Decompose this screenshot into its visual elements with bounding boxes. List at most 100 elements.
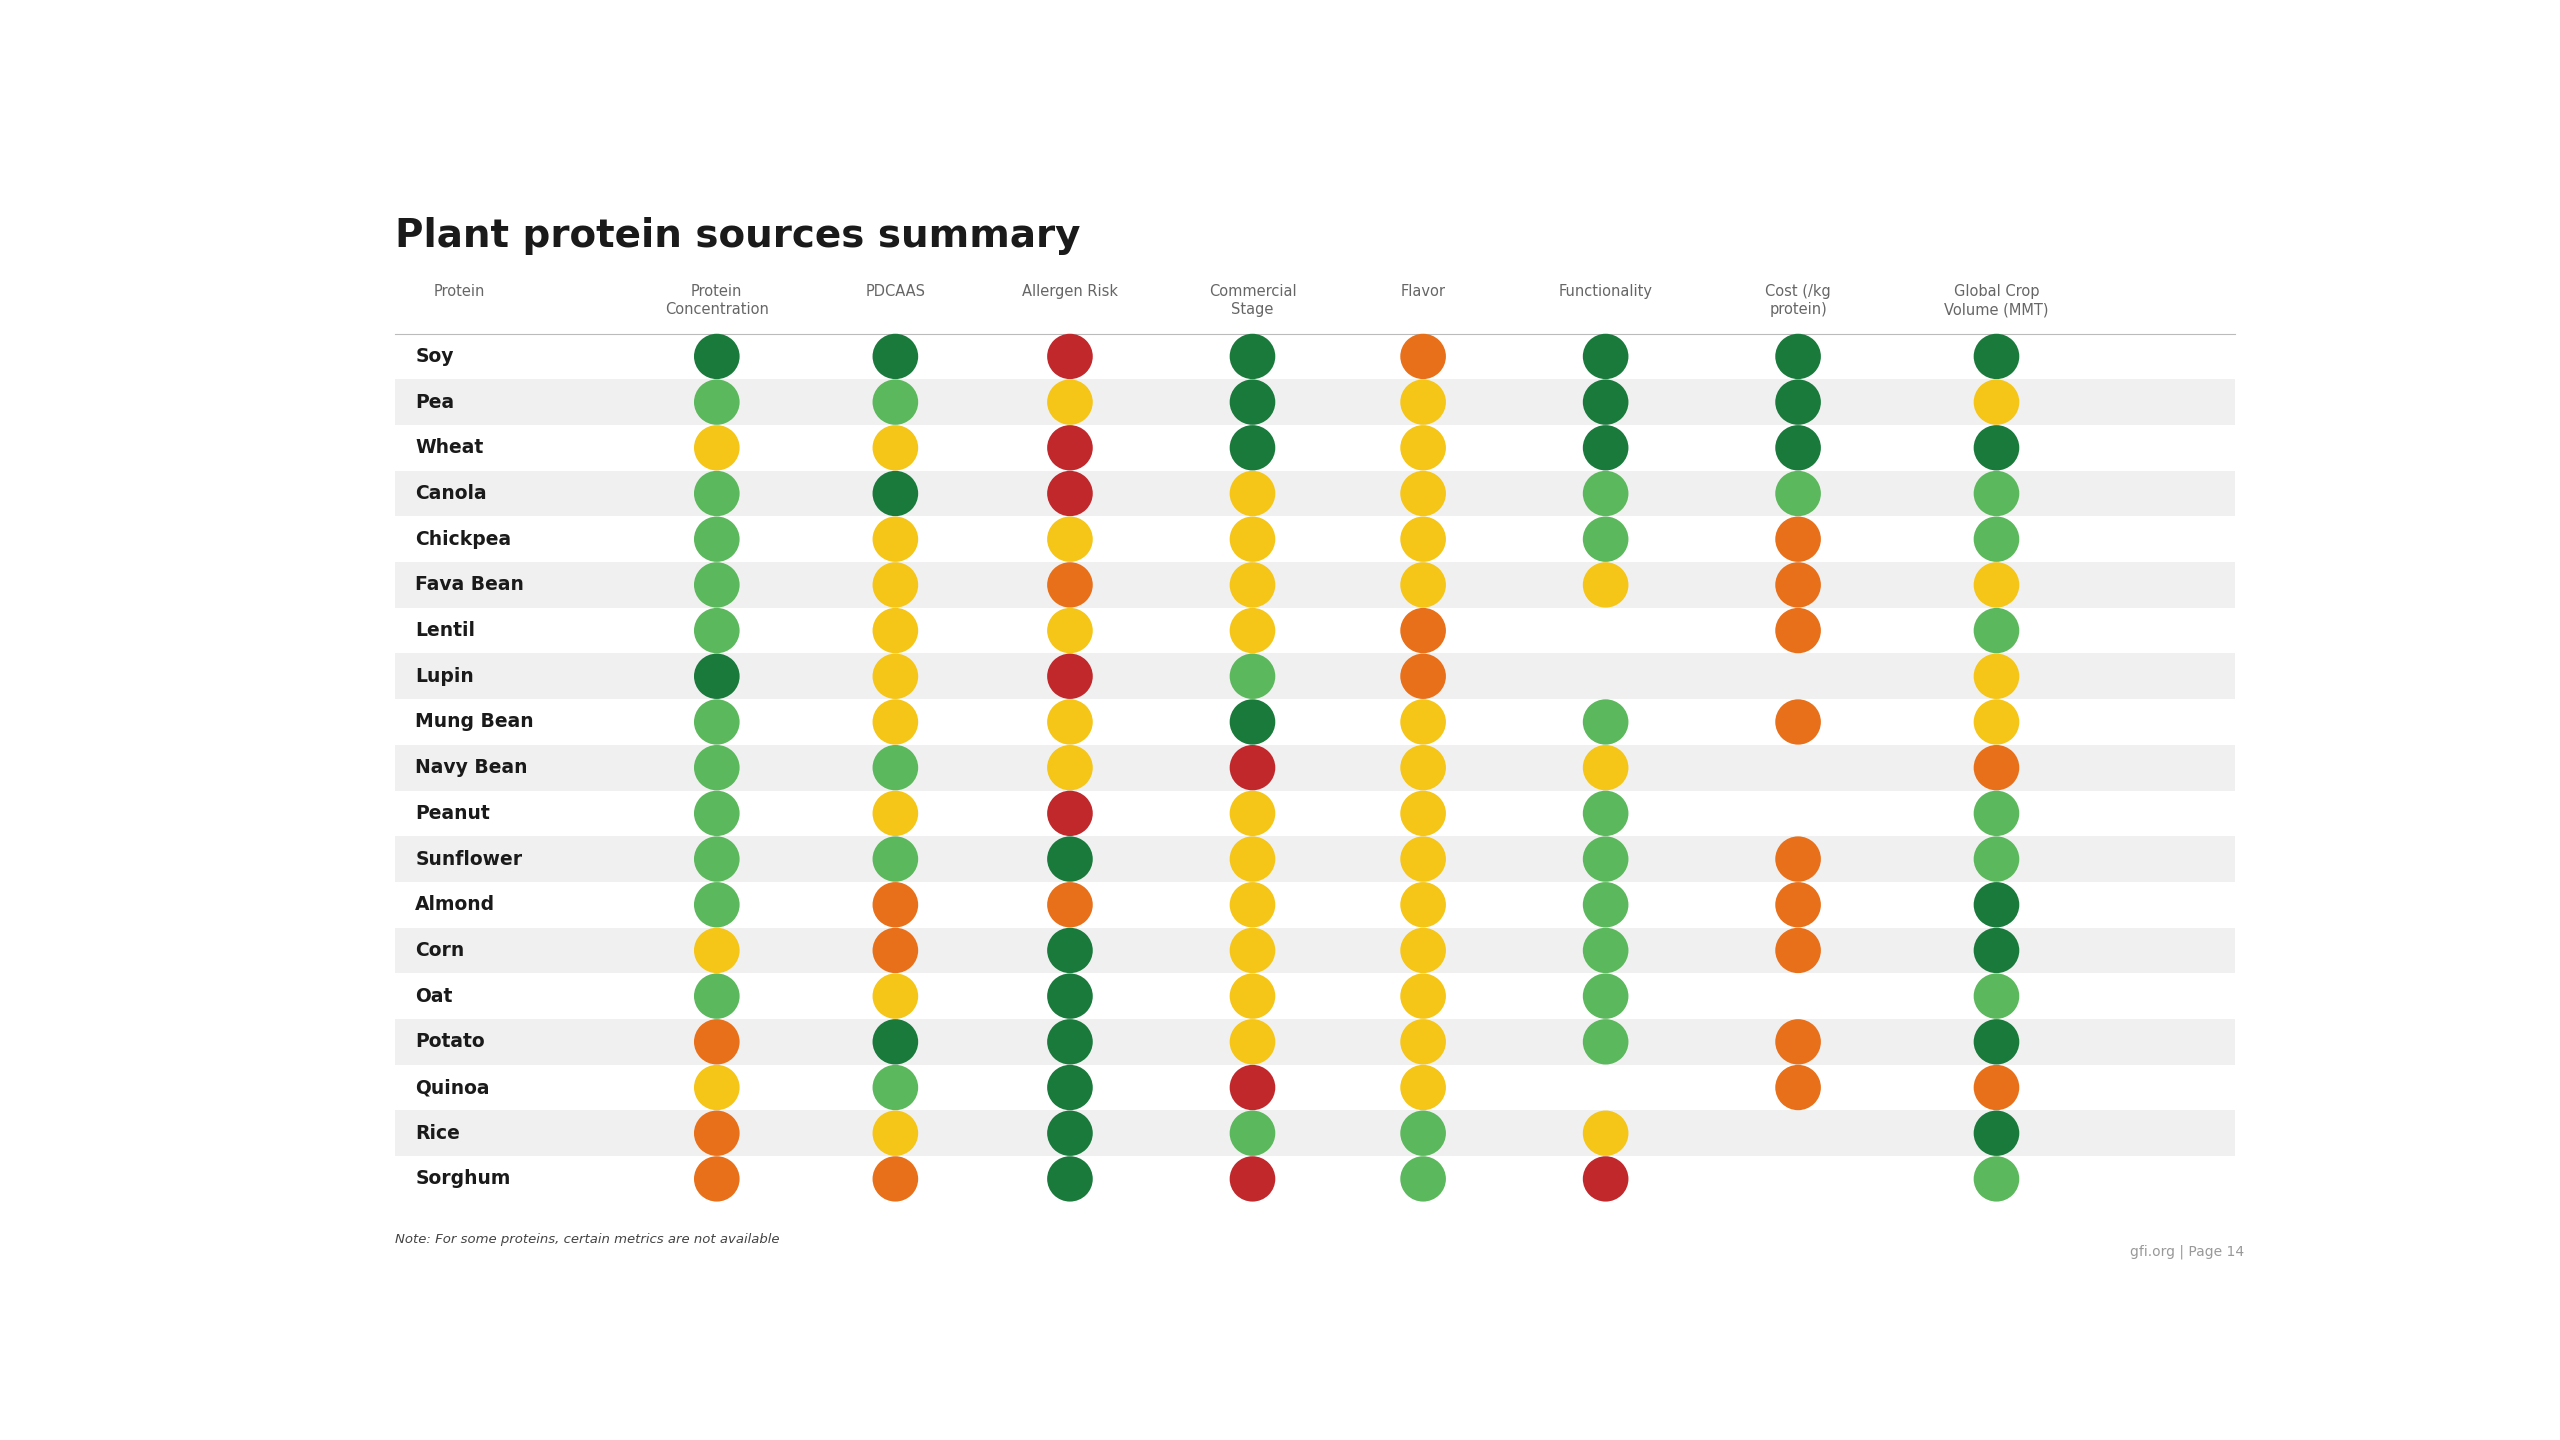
Text: Peanut: Peanut xyxy=(415,804,489,822)
Ellipse shape xyxy=(1582,837,1628,881)
Ellipse shape xyxy=(1582,1156,1628,1201)
Bar xyxy=(394,1020,2235,1064)
Ellipse shape xyxy=(1974,425,2020,471)
Text: Fava Bean: Fava Bean xyxy=(415,576,525,595)
Text: Commercial
Stage: Commercial Stage xyxy=(1208,284,1295,317)
Ellipse shape xyxy=(1229,973,1275,1020)
Ellipse shape xyxy=(1400,837,1446,881)
Ellipse shape xyxy=(1974,1064,2020,1110)
Text: Cost (/kg
protein): Cost (/kg protein) xyxy=(1766,284,1830,317)
Ellipse shape xyxy=(1774,517,1820,562)
Ellipse shape xyxy=(1400,380,1446,425)
Ellipse shape xyxy=(1047,608,1093,654)
Ellipse shape xyxy=(1400,425,1446,471)
Ellipse shape xyxy=(1774,608,1820,654)
Ellipse shape xyxy=(694,425,740,471)
Ellipse shape xyxy=(1047,744,1093,791)
Ellipse shape xyxy=(1774,700,1820,744)
Ellipse shape xyxy=(1047,700,1093,744)
Ellipse shape xyxy=(1582,380,1628,425)
Text: Mung Bean: Mung Bean xyxy=(415,713,535,732)
Ellipse shape xyxy=(694,1156,740,1201)
Text: Quinoa: Quinoa xyxy=(415,1079,489,1097)
Ellipse shape xyxy=(1974,380,2020,425)
Ellipse shape xyxy=(1774,1064,1820,1110)
Ellipse shape xyxy=(694,791,740,837)
Ellipse shape xyxy=(694,1110,740,1156)
Ellipse shape xyxy=(873,517,919,562)
Ellipse shape xyxy=(694,334,740,379)
Ellipse shape xyxy=(694,1064,740,1110)
Ellipse shape xyxy=(1974,1020,2020,1064)
Ellipse shape xyxy=(1974,471,2020,516)
Ellipse shape xyxy=(1229,380,1275,425)
Ellipse shape xyxy=(873,1110,919,1156)
Ellipse shape xyxy=(1974,1156,2020,1201)
Ellipse shape xyxy=(694,517,740,562)
Text: Protein: Protein xyxy=(433,284,484,298)
Ellipse shape xyxy=(1229,883,1275,927)
Ellipse shape xyxy=(1400,471,1446,516)
Bar xyxy=(394,700,2235,744)
Ellipse shape xyxy=(1400,883,1446,927)
Ellipse shape xyxy=(1047,654,1093,698)
Ellipse shape xyxy=(1400,791,1446,837)
Ellipse shape xyxy=(1229,1020,1275,1064)
Ellipse shape xyxy=(1229,334,1275,379)
Ellipse shape xyxy=(1974,334,2020,379)
Ellipse shape xyxy=(694,608,740,654)
Ellipse shape xyxy=(1974,517,2020,562)
Ellipse shape xyxy=(873,1156,919,1201)
Ellipse shape xyxy=(873,654,919,698)
Ellipse shape xyxy=(1582,1110,1628,1156)
Ellipse shape xyxy=(1400,973,1446,1020)
Text: Soy: Soy xyxy=(415,347,453,366)
Text: Canola: Canola xyxy=(415,484,486,503)
Ellipse shape xyxy=(873,471,919,516)
Ellipse shape xyxy=(1229,517,1275,562)
Ellipse shape xyxy=(1974,744,2020,791)
Bar xyxy=(394,562,2235,608)
Bar xyxy=(394,517,2235,562)
Ellipse shape xyxy=(1047,973,1093,1020)
Ellipse shape xyxy=(1229,1064,1275,1110)
Ellipse shape xyxy=(1974,654,2020,698)
Ellipse shape xyxy=(1582,471,1628,516)
Bar xyxy=(394,334,2235,379)
Ellipse shape xyxy=(1774,471,1820,516)
Ellipse shape xyxy=(1229,1110,1275,1156)
Ellipse shape xyxy=(1400,1064,1446,1110)
Ellipse shape xyxy=(1582,973,1628,1020)
Ellipse shape xyxy=(1400,744,1446,791)
Ellipse shape xyxy=(1047,837,1093,881)
Ellipse shape xyxy=(1047,883,1093,927)
Ellipse shape xyxy=(873,883,919,927)
Ellipse shape xyxy=(1582,791,1628,837)
Ellipse shape xyxy=(1229,471,1275,516)
Ellipse shape xyxy=(694,380,740,425)
Ellipse shape xyxy=(1774,334,1820,379)
Ellipse shape xyxy=(694,1020,740,1064)
Ellipse shape xyxy=(1974,562,2020,608)
Ellipse shape xyxy=(1229,791,1275,837)
Ellipse shape xyxy=(873,837,919,881)
Ellipse shape xyxy=(694,927,740,973)
Ellipse shape xyxy=(1047,1110,1093,1156)
Ellipse shape xyxy=(694,837,740,881)
Ellipse shape xyxy=(1974,1110,2020,1156)
Bar xyxy=(394,837,2235,881)
Ellipse shape xyxy=(694,471,740,516)
Ellipse shape xyxy=(1582,700,1628,744)
Text: Chickpea: Chickpea xyxy=(415,530,512,549)
Ellipse shape xyxy=(1229,837,1275,881)
Text: Wheat: Wheat xyxy=(415,438,484,458)
Ellipse shape xyxy=(1400,608,1446,654)
Bar xyxy=(394,1064,2235,1110)
Ellipse shape xyxy=(1047,1156,1093,1201)
Ellipse shape xyxy=(1400,562,1446,608)
Bar xyxy=(394,379,2235,425)
Ellipse shape xyxy=(694,654,740,698)
Text: Navy Bean: Navy Bean xyxy=(415,759,527,778)
Text: Corn: Corn xyxy=(415,940,463,960)
Text: Sorghum: Sorghum xyxy=(415,1169,509,1188)
